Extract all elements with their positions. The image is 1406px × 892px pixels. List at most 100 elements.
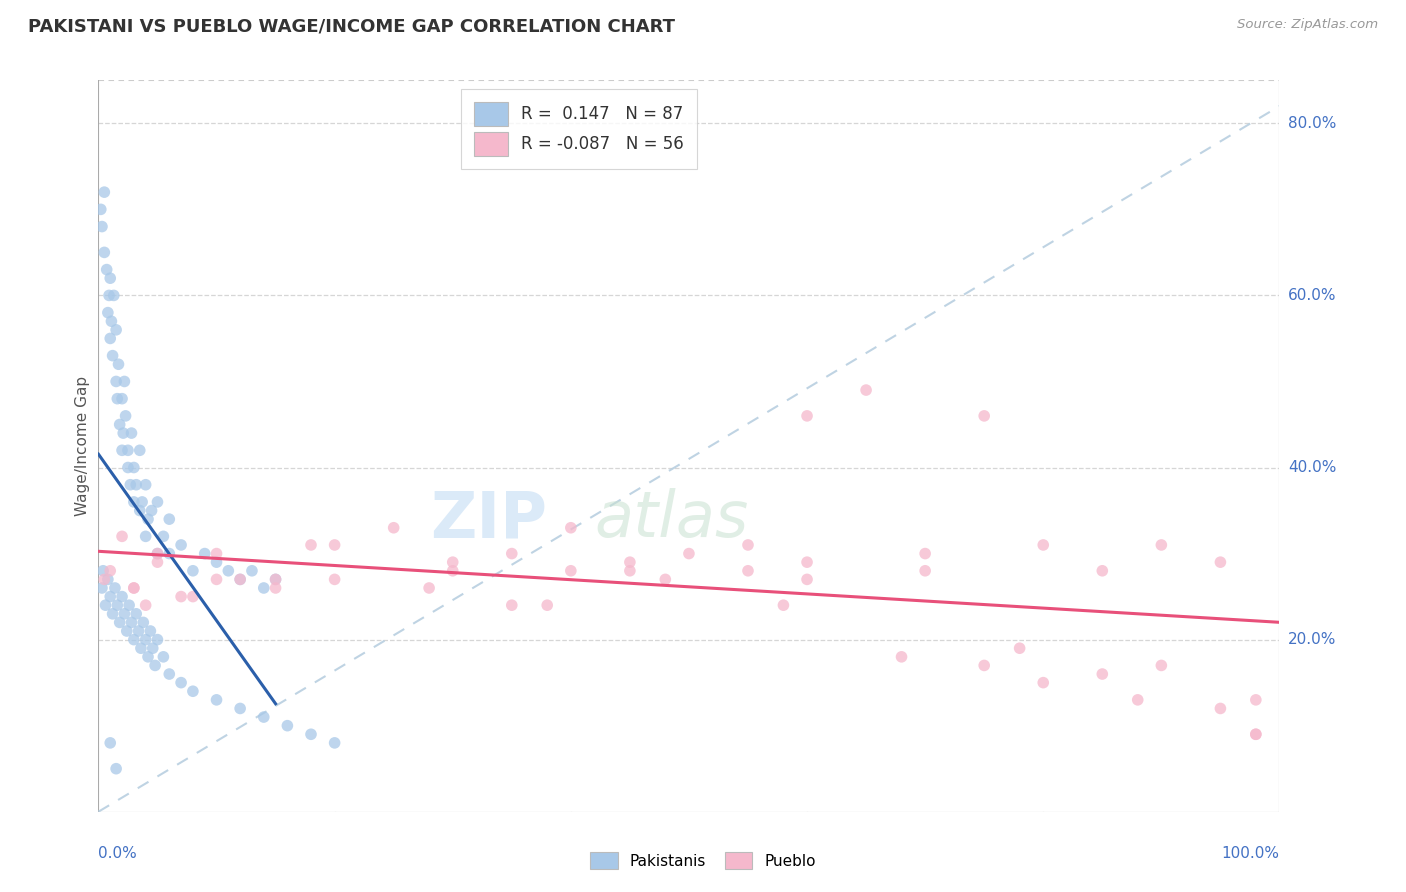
Point [103,288,125,302]
Point [229,701,252,715]
Point [1126,693,1149,707]
Point [152,649,174,664]
Point [112,607,135,621]
Point [146,495,169,509]
Point [418,581,440,595]
Point [100,314,122,328]
Point [1244,727,1267,741]
Point [128,503,150,517]
Point [98,271,121,285]
Point [111,443,134,458]
Point [299,727,322,741]
Point [772,598,794,612]
Point [229,573,252,587]
Point [98,736,121,750]
Point [115,624,138,638]
Point [104,581,127,595]
Y-axis label: Wage/Income Gap: Wage/Income Gap [75,376,90,516]
Point [122,495,145,509]
Point [97,573,120,587]
Point [170,675,193,690]
Point [136,512,159,526]
Point [98,590,121,604]
Text: 20.0%: 20.0% [1288,632,1336,647]
Point [129,641,152,656]
Point [194,547,217,561]
Point [131,495,153,509]
Point [141,503,163,517]
Point [299,538,322,552]
Point [98,288,121,302]
Point [229,573,252,587]
Point [796,573,818,587]
Point [1150,538,1173,552]
Point [1244,693,1267,707]
Point [205,693,228,707]
Point [441,564,464,578]
Point [1008,641,1031,656]
Point [93,573,115,587]
Point [170,538,193,552]
Point [125,607,148,621]
Point [105,375,128,389]
Text: PAKISTANI VS PUEBLO WAGE/INCOME GAP CORRELATION CHART: PAKISTANI VS PUEBLO WAGE/INCOME GAP CORR… [28,18,675,36]
Point [441,555,464,569]
Point [737,538,759,552]
Text: 40.0%: 40.0% [1288,460,1336,475]
Point [157,547,180,561]
Point [152,529,174,543]
Point [108,417,131,432]
Point [323,538,346,552]
Point [181,590,204,604]
Point [146,547,169,561]
Point [122,581,145,595]
Text: 0.0%: 0.0% [98,847,138,861]
Point [536,598,558,612]
Point [181,684,204,698]
Point [112,426,135,441]
Point [117,460,139,475]
Point [501,547,523,561]
Point [94,598,117,612]
Point [146,632,169,647]
Point [1032,675,1054,690]
Point [157,667,180,681]
Point [101,607,124,621]
Point [135,598,157,612]
Point [128,624,150,638]
Point [90,202,112,217]
Point [1244,727,1267,741]
Point [264,573,287,587]
Point [973,409,995,423]
Point [914,547,936,561]
Point [157,512,180,526]
Point [117,443,139,458]
Point [128,443,150,458]
Text: 60.0%: 60.0% [1288,288,1336,303]
Point [1209,555,1232,569]
Point [143,658,166,673]
Point [111,529,134,543]
Point [93,185,115,199]
Point [1150,658,1173,673]
Point [619,555,641,569]
Point [139,624,162,638]
Point [737,564,759,578]
Point [382,521,405,535]
Point [205,555,228,569]
Point [96,262,118,277]
Point [501,598,523,612]
Point [98,564,121,578]
Point [205,573,228,587]
Point [122,460,145,475]
Text: ZIP: ZIP [430,488,547,550]
Point [1091,667,1114,681]
Point [132,615,155,630]
Point [136,649,159,664]
Point [1209,701,1232,715]
Text: 100.0%: 100.0% [1222,847,1279,861]
Point [264,581,287,595]
Point [796,555,818,569]
Point [1091,564,1114,578]
Point [240,564,263,578]
